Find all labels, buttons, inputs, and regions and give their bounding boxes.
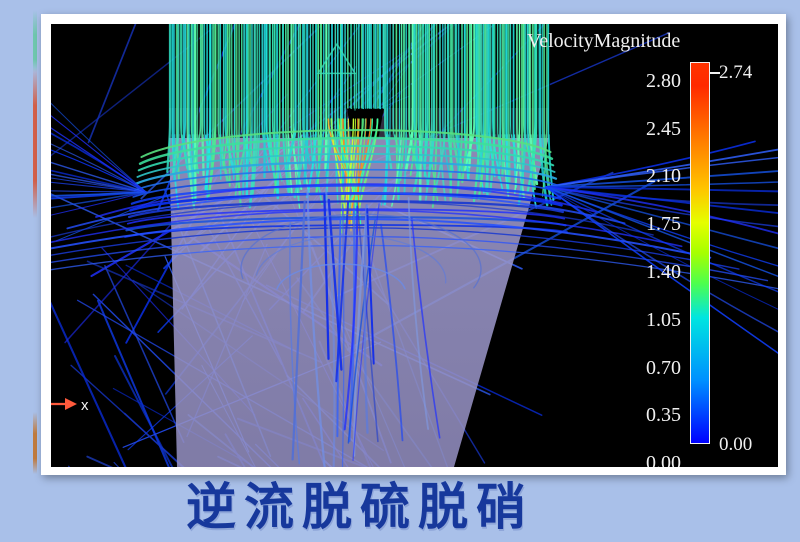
- svg-text:x: x: [81, 397, 89, 414]
